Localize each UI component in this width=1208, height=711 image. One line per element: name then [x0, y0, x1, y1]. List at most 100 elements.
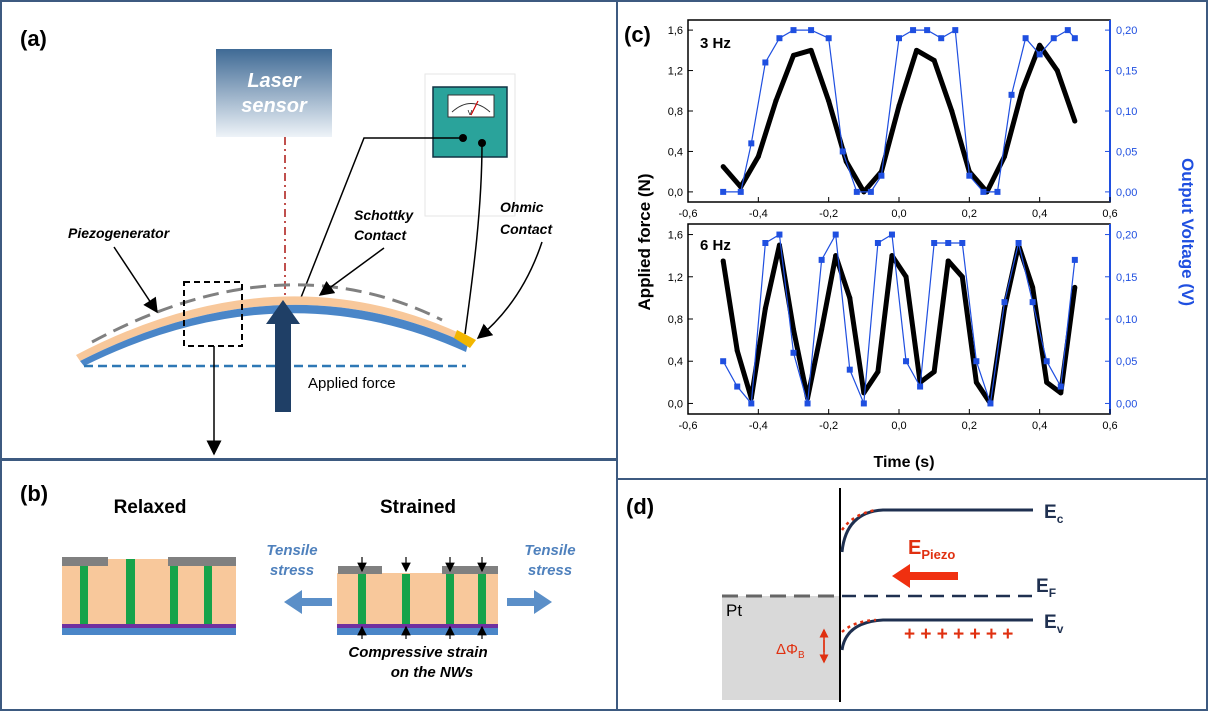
x-tick-label: -0,2 [819, 420, 838, 432]
x-tick-label: 0,6 [1102, 420, 1117, 432]
voltage-point [945, 240, 952, 246]
piezogenerator-orange-layer [76, 296, 470, 361]
voltage-point [1071, 256, 1078, 263]
voltage-point [966, 172, 973, 179]
schottky-wire [299, 137, 463, 301]
y2-tick-label: 0,20 [1116, 230, 1137, 242]
compressive-label-2: on the NWs [391, 664, 474, 681]
tensile-left-label-2: stress [270, 562, 314, 579]
voltage-point [987, 400, 994, 407]
x-tick-label: 0,0 [891, 208, 906, 220]
force-point [1058, 390, 1064, 396]
force-point [931, 369, 937, 375]
piezogenerator-blue-layer [80, 304, 468, 366]
relaxed-stack [62, 557, 236, 635]
force-point [1044, 379, 1050, 385]
epiezo-label: EPiezo [908, 537, 955, 562]
voltmeter-unit: V [468, 110, 473, 117]
y2-tick-label: 0,15 [1116, 66, 1137, 78]
y-tick-label: 0,4 [668, 146, 683, 158]
voltage-point [853, 188, 860, 195]
schottky-contact-dashes [91, 283, 443, 344]
force-point [773, 98, 779, 104]
ohmic-label-1: Ohmic [500, 199, 544, 215]
panel-label-c: (c) [624, 22, 651, 47]
force-point [914, 47, 920, 53]
tensile-right-label-1: Tensile [524, 542, 575, 559]
x-tick-label: -0,6 [679, 420, 698, 432]
voltage-point [1071, 35, 1078, 42]
voltage-point [1029, 299, 1036, 306]
voltage-point [874, 240, 881, 246]
ohmic-label-2: Contact [500, 221, 553, 237]
series-line-voltage [722, 232, 1076, 405]
voltage-point [1008, 91, 1015, 98]
x-tick-label: -0,2 [819, 208, 838, 220]
voltage-point [1036, 51, 1043, 58]
voltage-point [737, 188, 744, 195]
voltage-point [994, 188, 1001, 195]
voltage-point [776, 35, 783, 42]
x-tick-label: 0,4 [1032, 420, 1047, 432]
conduction-band [840, 508, 1033, 553]
voltage-point [804, 400, 811, 407]
chart-3hz: -0,6 -0,4 -0,2 0,0 0,2 0,4 0,6 0,0 0,4 0,8 1,2 1,6 0… [668, 19, 1137, 220]
voltage-point [980, 188, 987, 195]
ec-label: Ec [1044, 502, 1064, 526]
strained-stack [337, 566, 498, 635]
x-axis-label: Time (s) [873, 454, 934, 471]
voltage-point [832, 231, 839, 238]
y-axis-label-left: Applied force (N) [635, 174, 654, 311]
voltage-point [734, 383, 741, 390]
force-point [762, 305, 768, 311]
tensile-arrow-left [284, 590, 332, 614]
voltmeter-scale [451, 103, 491, 113]
ohmic-wire [464, 142, 483, 335]
voltage-point [818, 256, 825, 263]
force-point [875, 369, 881, 375]
tensile-left-label-1: Tensile [266, 542, 317, 559]
y2-tick-label: 0,10 [1116, 106, 1137, 118]
ev-label: Ev [1044, 612, 1064, 636]
force-point [808, 47, 814, 53]
force-point [889, 253, 895, 259]
laser-sensor-box [216, 49, 332, 137]
force-point [1072, 118, 1078, 124]
x-tick-label: 0,6 [1102, 208, 1117, 220]
y-tick-label: 1,6 [668, 230, 683, 242]
voltage-point [1050, 35, 1057, 42]
schottky-pointer [318, 247, 385, 296]
voltage-point [762, 59, 769, 66]
panel-label-d: (d) [626, 494, 654, 519]
voltage-point [973, 358, 980, 365]
voltage-point [888, 231, 895, 238]
panel-b: (b) Relaxed Strained [0, 459, 618, 711]
force-point [903, 274, 909, 280]
piezo-charges: + + + + + + + [904, 624, 1013, 645]
panel-label-a: (a) [20, 26, 47, 51]
panel-c: (c) -0,6 -0,4 -0,2 0,0 0,2 0,4 0,6 0,0 0,4 0,8 1,2… [616, 0, 1208, 480]
voltage-point [867, 188, 874, 195]
voltage-point [878, 172, 885, 179]
y-tick-label: 0,8 [668, 314, 683, 326]
force-point [720, 258, 726, 264]
voltage-point [1064, 27, 1071, 34]
y-tick-label: 0,0 [668, 187, 683, 199]
y-tick-label: 1,2 [668, 272, 683, 284]
x-tick-label: -0,4 [749, 208, 768, 220]
series-line-force [720, 242, 1078, 406]
strained-label: Strained [380, 497, 456, 518]
force-point [1072, 284, 1078, 290]
compressive-label-1: Compressive strain [348, 644, 487, 661]
x-tick-label: 0,2 [962, 420, 977, 432]
chart-6hz: -0,6 -0,4 -0,2 0,0 0,2 0,4 0,6 0,0 0,4 0,8 1,2 1,6 0… [668, 223, 1137, 432]
force-point [973, 379, 979, 385]
force-point [896, 103, 902, 109]
y2-tick-label: 0,05 [1116, 146, 1137, 158]
voltage-point [903, 358, 910, 365]
bottom-freq-label: 6 Hz [700, 237, 731, 254]
voltage-point [1057, 383, 1064, 390]
force-point [1002, 305, 1007, 311]
force-point [833, 253, 839, 259]
y2-tick-label: 0,00 [1116, 187, 1137, 199]
